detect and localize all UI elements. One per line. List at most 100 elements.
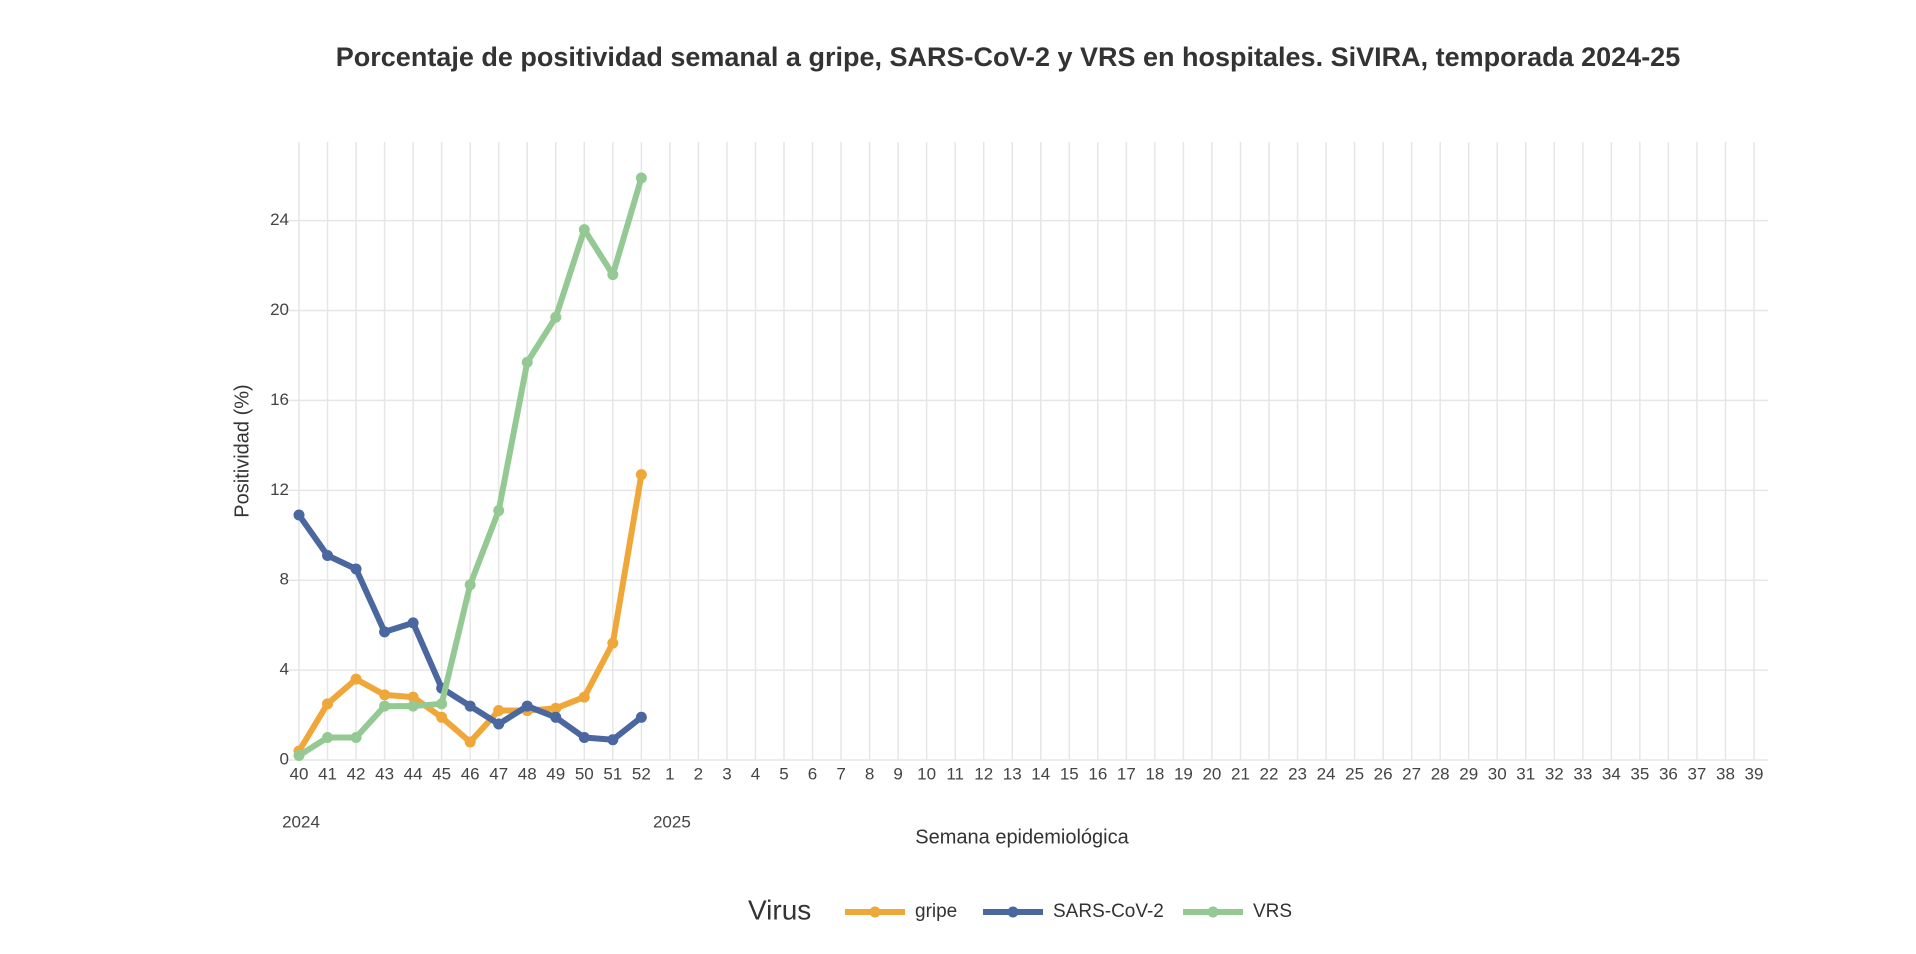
data-point xyxy=(379,626,391,638)
x-tick-label: 18 xyxy=(1145,764,1164,783)
x-tick-label: 17 xyxy=(1117,764,1136,783)
x-tick-label: 43 xyxy=(375,764,394,783)
data-point xyxy=(350,563,362,575)
data-point xyxy=(607,269,619,281)
y-tick-label: 16 xyxy=(270,390,289,409)
data-point xyxy=(550,711,562,723)
y-tick-label: 20 xyxy=(270,300,289,319)
x-tick-label: 37 xyxy=(1687,764,1706,783)
x-tick-label: 3 xyxy=(722,764,731,783)
x-tick-label: 21 xyxy=(1231,764,1250,783)
data-point xyxy=(550,702,562,714)
data-point xyxy=(407,691,419,703)
x-tick-label: 45 xyxy=(432,764,451,783)
grid xyxy=(285,142,1768,761)
x-tick-label: 9 xyxy=(893,764,902,783)
x-tick-label: 6 xyxy=(808,764,817,783)
data-point xyxy=(407,700,419,712)
x-tick-label: 12 xyxy=(974,764,993,783)
x-tick-label: 24 xyxy=(1317,764,1336,783)
x-tick-label: 48 xyxy=(518,764,537,783)
x-tick-label: 47 xyxy=(489,764,508,783)
data-point xyxy=(322,549,334,561)
x-tick-label: 22 xyxy=(1260,764,1279,783)
data-point xyxy=(379,689,391,701)
x-tick-label: 35 xyxy=(1630,764,1649,783)
chart-title: Porcentaje de positividad semanal a grip… xyxy=(336,42,1680,72)
data-point xyxy=(436,711,448,723)
data-point xyxy=(350,732,362,744)
data-point xyxy=(493,718,505,730)
y-tick-label: 0 xyxy=(280,749,289,768)
data-point xyxy=(464,736,476,748)
x-tick-label: 20 xyxy=(1202,764,1221,783)
data-point xyxy=(493,705,505,717)
data-point xyxy=(407,617,419,629)
legend-title: Virus xyxy=(748,894,811,925)
x-tick-label: 1 xyxy=(665,764,674,783)
x-tick-label: 2 xyxy=(694,764,703,783)
data-point xyxy=(293,509,305,521)
x-tick-label: 16 xyxy=(1088,764,1107,783)
x-tick-label: 7 xyxy=(836,764,845,783)
data-point xyxy=(521,356,533,368)
x-tick-label: 34 xyxy=(1602,764,1621,783)
x-tick-label: 11 xyxy=(946,764,964,783)
data-point xyxy=(350,673,362,685)
x-tick-label: 42 xyxy=(347,764,366,783)
y-tick-label: 24 xyxy=(270,210,289,229)
x-tick-label: 51 xyxy=(603,764,622,783)
data-point xyxy=(464,700,476,712)
annotation: 2024 xyxy=(282,812,320,831)
x-tick-label: 25 xyxy=(1345,764,1364,783)
data-point xyxy=(550,311,562,323)
data-point xyxy=(607,734,619,746)
x-tick-label: 10 xyxy=(917,764,936,783)
data-point xyxy=(322,732,334,744)
x-tick-label: 4 xyxy=(751,764,760,783)
legend-swatch-dot xyxy=(869,906,881,918)
data-point xyxy=(578,691,590,703)
data-point xyxy=(635,172,647,184)
data-point xyxy=(493,505,505,517)
legend-label: gripe xyxy=(915,901,957,922)
x-tick-label: 50 xyxy=(575,764,594,783)
x-tick-label: 27 xyxy=(1402,764,1421,783)
x-tick-label: 26 xyxy=(1374,764,1393,783)
x-tick-label: 33 xyxy=(1573,764,1592,783)
data-point xyxy=(436,698,448,710)
x-tick-label: 32 xyxy=(1545,764,1564,783)
legend-label: VRS xyxy=(1253,901,1292,922)
data-point xyxy=(635,469,647,481)
legend-swatch-dot xyxy=(1007,906,1019,918)
x-tick-label: 49 xyxy=(546,764,565,783)
x-tick-label: 36 xyxy=(1659,764,1678,783)
x-tick-label: 46 xyxy=(461,764,480,783)
annotation: 2025 xyxy=(653,812,691,831)
y-tick-label: 8 xyxy=(280,570,289,589)
x-tick-label: 8 xyxy=(865,764,874,783)
x-tick-label: 38 xyxy=(1716,764,1735,783)
x-tick-label: 30 xyxy=(1488,764,1507,783)
data-point xyxy=(607,637,619,649)
y-tick-label: 12 xyxy=(270,480,289,499)
data-point xyxy=(521,700,533,712)
x-tick-label: 19 xyxy=(1174,764,1193,783)
data-point xyxy=(293,750,305,762)
data-point xyxy=(635,711,647,723)
x-tick-label: 23 xyxy=(1288,764,1307,783)
x-tick-label: 52 xyxy=(632,764,651,783)
data-point xyxy=(464,579,476,591)
legend-label: SARS-CoV-2 xyxy=(1053,901,1164,922)
x-tick-label: 13 xyxy=(1003,764,1022,783)
x-tick-label: 31 xyxy=(1516,764,1535,783)
data-point xyxy=(578,732,590,744)
y-axis-label: Positividad (%) xyxy=(231,384,253,517)
x-tick-label: 40 xyxy=(290,764,309,783)
x-tick-label: 39 xyxy=(1745,764,1764,783)
x-tick-label: 5 xyxy=(779,764,788,783)
x-axis-label: Semana epidemiológica xyxy=(915,826,1129,848)
legend-swatch-dot xyxy=(1207,906,1219,918)
x-tick-label: 15 xyxy=(1060,764,1079,783)
